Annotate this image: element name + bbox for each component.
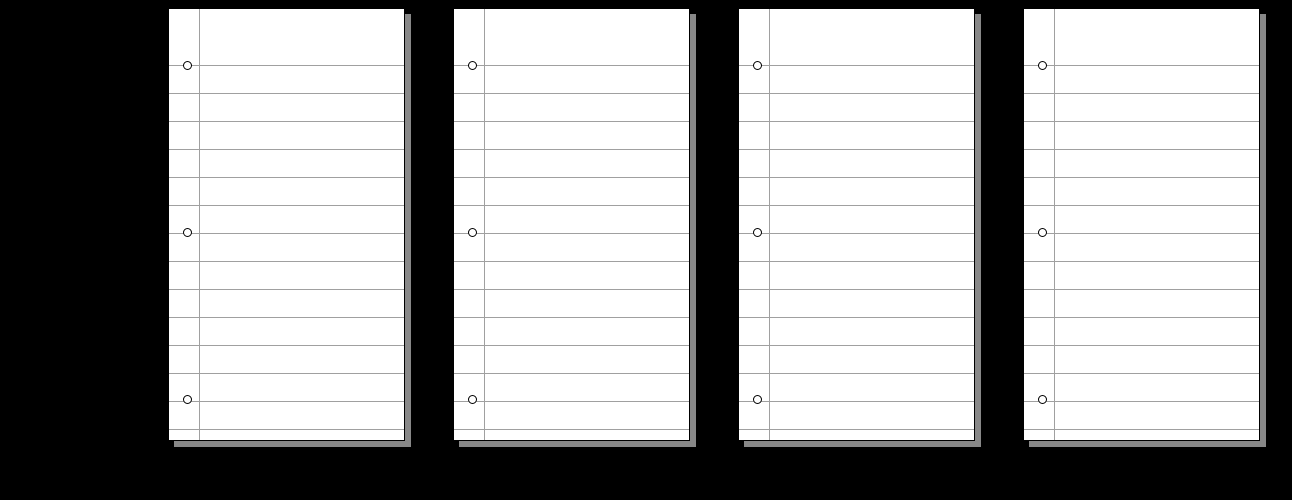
punch-hole — [753, 61, 762, 70]
ruled-line — [454, 401, 689, 402]
ruled-line — [169, 373, 404, 374]
margin-line — [769, 9, 770, 440]
punch-hole — [183, 228, 192, 237]
ruled-line — [454, 289, 689, 290]
margin-line — [1054, 9, 1055, 440]
notebook-page — [738, 8, 981, 447]
ruled-line — [739, 261, 974, 262]
ruled-line — [739, 401, 974, 402]
ruled-line — [739, 205, 974, 206]
punch-hole — [1038, 228, 1047, 237]
ruled-line — [1024, 289, 1259, 290]
ruled-line — [739, 93, 974, 94]
ruled-line — [454, 429, 689, 430]
ruled-line — [169, 65, 404, 66]
ruled-line — [739, 317, 974, 318]
punch-hole — [753, 395, 762, 404]
ruled-line — [1024, 149, 1259, 150]
ruled-line — [169, 429, 404, 430]
ruled-line — [739, 149, 974, 150]
ruled-line — [1024, 65, 1259, 66]
punch-hole — [183, 61, 192, 70]
ruled-line — [454, 233, 689, 234]
ruled-line — [1024, 205, 1259, 206]
ruled-line — [169, 317, 404, 318]
ruled-line — [739, 233, 974, 234]
punch-hole — [468, 395, 477, 404]
ruled-line — [739, 429, 974, 430]
ruled-line — [1024, 121, 1259, 122]
ruled-line — [169, 233, 404, 234]
ruled-line — [1024, 233, 1259, 234]
punch-hole — [468, 228, 477, 237]
ruled-line — [739, 345, 974, 346]
punch-hole — [468, 61, 477, 70]
ruled-line — [169, 93, 404, 94]
ruled-line — [1024, 345, 1259, 346]
page-surface — [453, 8, 690, 441]
ruled-line — [1024, 373, 1259, 374]
page-surface — [738, 8, 975, 441]
punch-hole — [183, 395, 192, 404]
ruled-line — [454, 149, 689, 150]
notebook-page — [168, 8, 411, 447]
ruled-line — [739, 177, 974, 178]
ruled-line — [454, 121, 689, 122]
notebook-page — [453, 8, 696, 447]
ruled-line — [169, 121, 404, 122]
margin-line — [484, 9, 485, 440]
punch-hole — [753, 228, 762, 237]
punch-hole — [1038, 395, 1047, 404]
ruled-line — [739, 121, 974, 122]
ruled-line — [739, 373, 974, 374]
ruled-line — [1024, 177, 1259, 178]
ruled-line — [454, 205, 689, 206]
ruled-line — [739, 65, 974, 66]
ruled-line — [1024, 93, 1259, 94]
notebook-page — [1023, 8, 1266, 447]
ruled-line — [454, 65, 689, 66]
punch-hole — [1038, 61, 1047, 70]
ruled-line — [169, 289, 404, 290]
ruled-line — [1024, 429, 1259, 430]
ruled-line — [1024, 317, 1259, 318]
ruled-line — [454, 345, 689, 346]
ruled-line — [169, 345, 404, 346]
ruled-line — [1024, 401, 1259, 402]
ruled-line — [454, 93, 689, 94]
page-surface — [168, 8, 405, 441]
ruled-line — [169, 401, 404, 402]
ruled-line — [169, 205, 404, 206]
page-surface — [1023, 8, 1260, 441]
ruled-line — [1024, 261, 1259, 262]
margin-line — [199, 9, 200, 440]
ruled-line — [169, 177, 404, 178]
ruled-line — [454, 317, 689, 318]
ruled-line — [169, 149, 404, 150]
ruled-line — [454, 261, 689, 262]
ruled-line — [454, 177, 689, 178]
ruled-line — [169, 261, 404, 262]
ruled-line — [739, 289, 974, 290]
ruled-line — [454, 373, 689, 374]
